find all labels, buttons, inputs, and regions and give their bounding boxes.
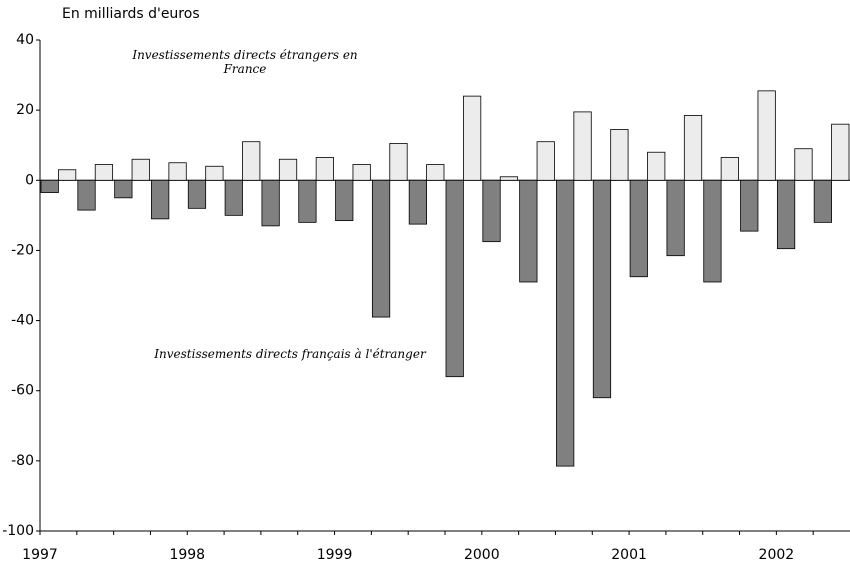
bar — [463, 95, 482, 181]
bar — [445, 179, 464, 378]
y-tick-label: -80 — [11, 453, 34, 469]
y-tick-label: -40 — [11, 313, 34, 329]
x-tick-label: 1999 — [317, 547, 353, 563]
bar — [666, 179, 685, 257]
bar — [278, 158, 298, 181]
bar — [315, 157, 334, 181]
bar — [610, 129, 629, 181]
bar — [556, 179, 575, 467]
bar — [242, 141, 261, 181]
bar — [794, 148, 813, 181]
bar — [389, 143, 408, 181]
bar — [647, 151, 666, 181]
bar — [205, 165, 224, 181]
bar — [224, 179, 243, 216]
x-tick-label: 2000 — [464, 547, 500, 563]
bar — [352, 164, 371, 181]
bar — [831, 123, 850, 181]
x-tick-label: 2002 — [759, 547, 795, 563]
y-tick-label: 20 — [16, 102, 34, 118]
y-tick-label: 40 — [16, 32, 34, 48]
bar — [187, 179, 207, 209]
x-tick-label: 1998 — [169, 547, 205, 563]
bar — [683, 115, 703, 181]
series-annotation: Investissements directs étrangers en Fra… — [132, 48, 358, 76]
y-tick-label: 0 — [25, 172, 34, 188]
bar — [298, 179, 317, 223]
bar — [720, 157, 739, 181]
bar — [629, 179, 648, 278]
bar — [813, 179, 832, 223]
bar — [94, 164, 114, 181]
y-tick-label: -20 — [11, 242, 34, 258]
axis-unit: En milliards d'euros — [62, 6, 200, 22]
bar — [114, 179, 133, 199]
bar — [482, 179, 501, 243]
bar — [536, 141, 555, 181]
bar — [335, 179, 354, 222]
bar — [58, 169, 77, 181]
bar — [519, 179, 538, 283]
bar — [426, 164, 445, 181]
bar — [261, 179, 280, 227]
bar — [77, 179, 96, 211]
bar — [757, 90, 776, 181]
bar — [776, 179, 796, 250]
series-annotation: Investissements directs français à l'étr… — [154, 347, 426, 361]
bar — [408, 179, 427, 225]
bar — [703, 179, 722, 283]
bar — [371, 179, 391, 318]
x-tick-label: 1997 — [22, 547, 58, 563]
bar — [131, 158, 150, 181]
bar — [592, 179, 612, 399]
y-tick-label: -60 — [11, 383, 34, 399]
bar — [740, 179, 759, 232]
bar — [40, 179, 59, 193]
bar — [573, 111, 592, 181]
bar — [151, 179, 170, 220]
x-tick-label: 2001 — [611, 547, 647, 563]
bar — [168, 162, 187, 181]
y-tick-label: -100 — [2, 523, 34, 539]
bar — [499, 176, 519, 181]
